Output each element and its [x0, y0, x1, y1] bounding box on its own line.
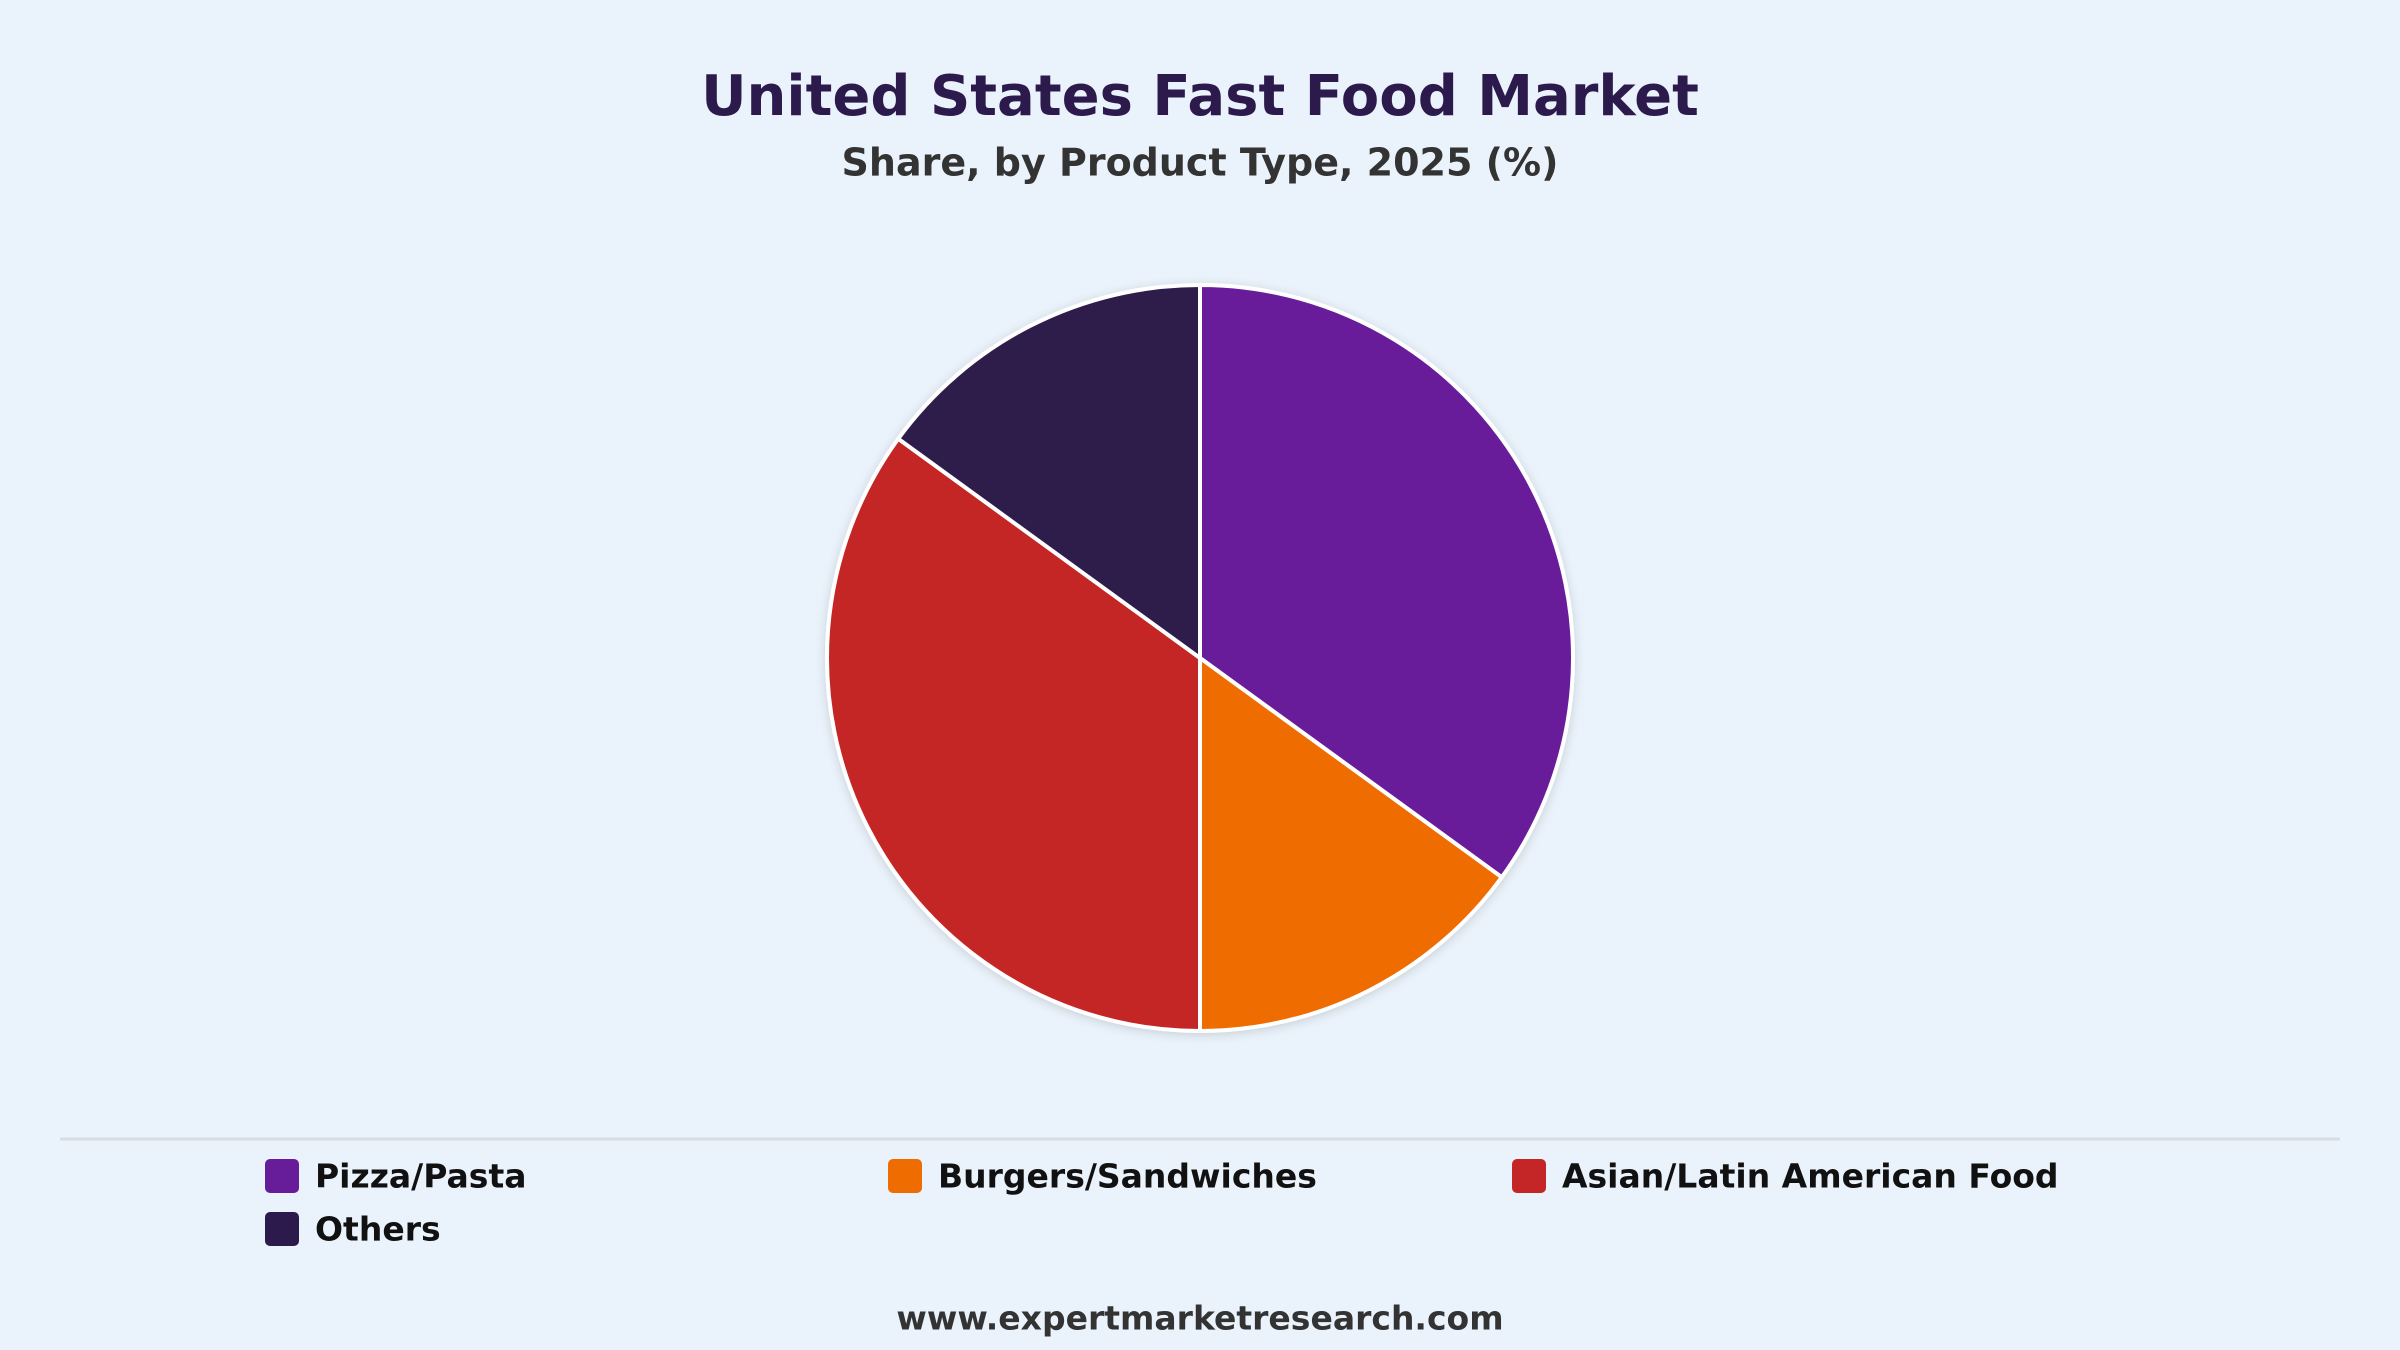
source: www.expertmarketresearch.com [896, 1299, 1503, 1338]
chart-title: United States Fast Food Market [701, 64, 1699, 129]
pie-slice [1198, 656, 1504, 1033]
pie [825, 283, 1575, 1033]
legend-label: Burgers/Sandwiches [938, 1157, 1317, 1196]
legend-label: Pizza/Pasta [315, 1157, 527, 1196]
pie-slice [896, 283, 1202, 660]
chart-subtitle: Share, by Product Type, 2025 (%) [842, 141, 1559, 185]
legend-swatch [265, 1212, 299, 1246]
legend-swatch [1512, 1159, 1546, 1193]
legend-swatch [265, 1159, 299, 1193]
pie-slice [825, 436, 1202, 1033]
legend-label: Asian/Latin American Food [1562, 1157, 2059, 1196]
legend-swatch [888, 1159, 922, 1193]
legend: Pizza/Pasta Burgers/Sandwiches Asian/Latin… [265, 1157, 2059, 1249]
legend-label: Others [315, 1210, 441, 1249]
pie-slice [1198, 283, 1575, 880]
